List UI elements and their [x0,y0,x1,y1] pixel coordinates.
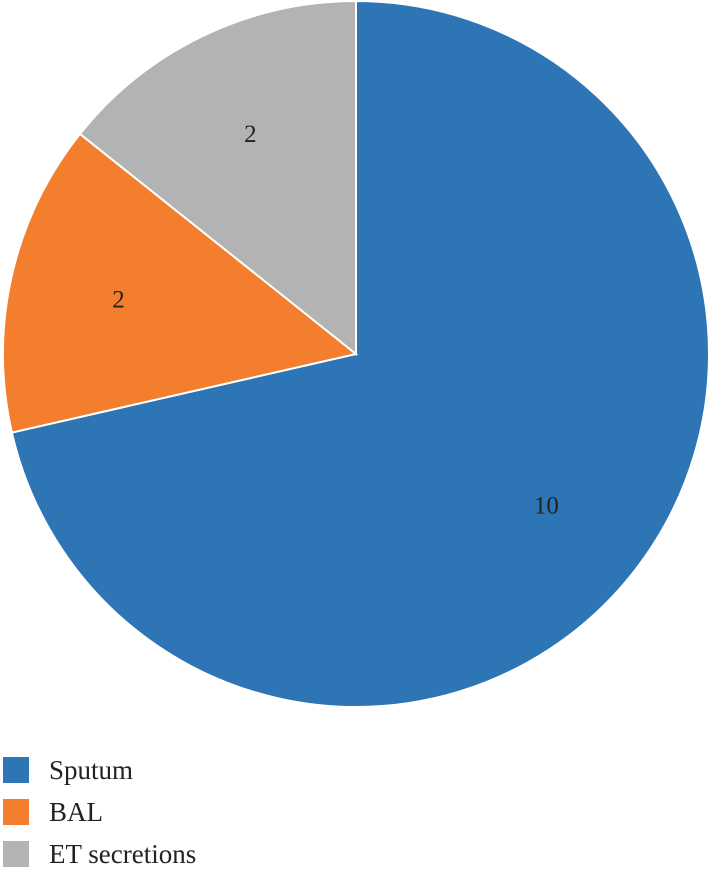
pie-slice-et-secretions [78,0,357,357]
legend-item-et-secretions: ET secretions [3,833,196,875]
legend: Sputum BAL ET secretions [3,749,196,875]
pie-slices [2,0,710,708]
legend-item-sputum: Sputum [3,749,196,791]
legend-swatch-bal [3,799,29,825]
data-label-bal: 2 [112,286,125,313]
pie-chart: 10 2 2 [2,0,710,708]
pie-slice-bal [2,132,359,434]
legend-label-sputum: Sputum [49,754,134,785]
data-label-sputum: 10 [534,492,559,519]
data-label-et-secretions: 2 [244,121,257,148]
legend-item-bal: BAL [3,791,196,833]
pie-data-labels: 10 2 2 [112,121,559,519]
legend-swatch-sputum [3,757,29,783]
pie-slice-sputum [10,0,710,708]
legend-label-et-secretions: ET secretions [49,838,197,869]
legend-swatch-et-secretions [3,841,29,867]
legend-label-bal: BAL [49,796,103,827]
